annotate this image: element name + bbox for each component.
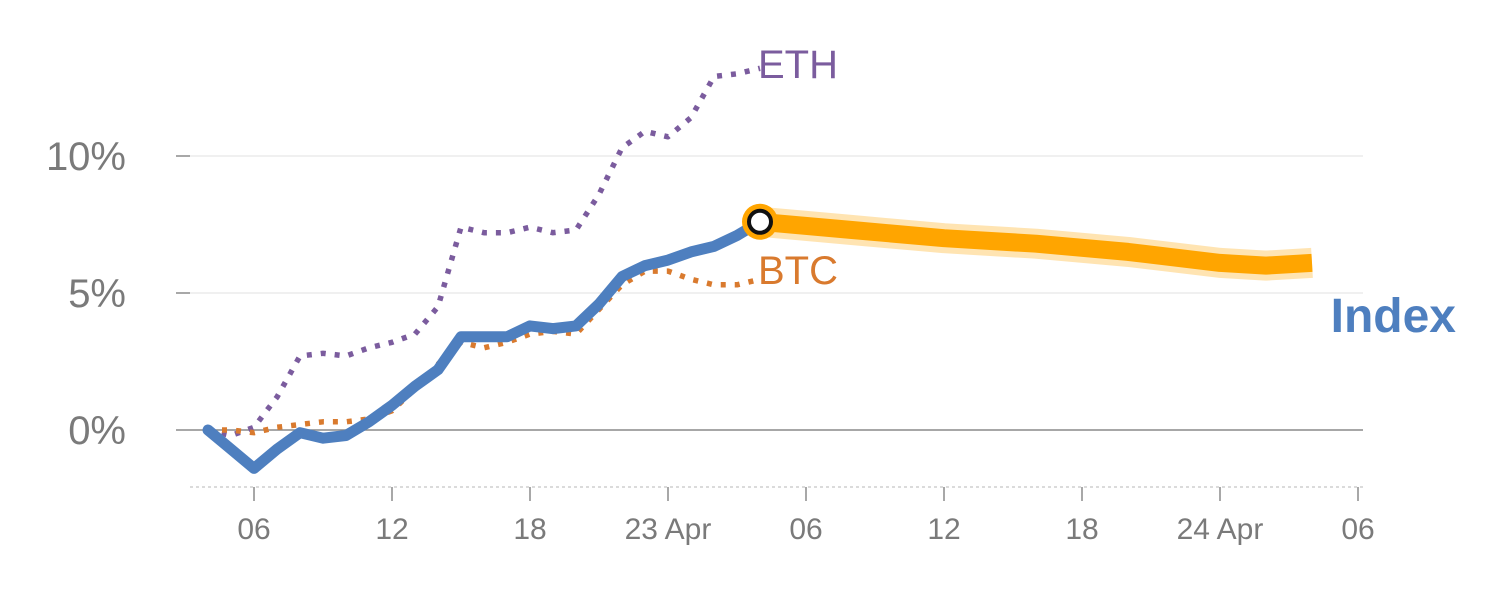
series-label-btc: BTC [758, 249, 838, 293]
x-tick-label: 06 [1341, 513, 1374, 546]
x-tick-label: 24 Apr [1177, 513, 1264, 546]
x-tick-label: 23 Apr [625, 513, 712, 546]
x-tick-label: 06 [789, 513, 822, 546]
x-tick-label: 18 [513, 513, 546, 546]
x-tick-label: 06 [237, 513, 270, 546]
y-tick-label: 0% [68, 409, 126, 453]
current-point-marker [747, 208, 773, 235]
y-tick-label: 5% [68, 272, 126, 316]
series-label-eth: ETH [758, 43, 838, 87]
series-line-eth [207, 65, 761, 439]
x-tick-label: 12 [375, 513, 408, 546]
y-tick-label: 10% [46, 135, 126, 179]
series-label-index: Index [1331, 290, 1457, 343]
x-tick-label: 18 [1065, 513, 1098, 546]
series-line-index [202, 216, 766, 474]
x-tick-label: 12 [927, 513, 960, 546]
series-line-btc [208, 268, 761, 436]
forecast-band [759, 212, 1313, 275]
